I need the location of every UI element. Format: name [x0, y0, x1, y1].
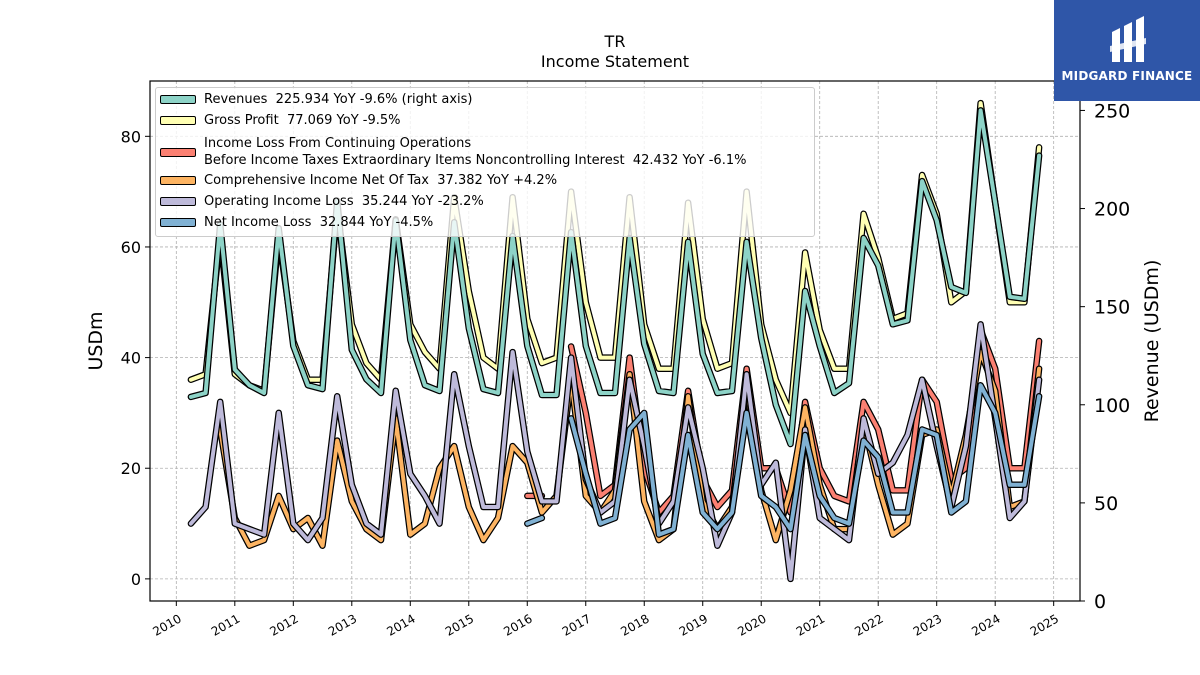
x-tick-label: 2020 [735, 611, 768, 638]
legend-swatch [160, 116, 196, 125]
right-y-tick-label: 50 [1094, 493, 1118, 515]
series-layer [187, 99, 1043, 583]
series-line [188, 108, 1042, 446]
series-line [569, 383, 1042, 537]
logo-mark-icon [1110, 16, 1146, 62]
legend: Revenues 225.934 YoY -9.6% (right axis) G… [155, 87, 815, 237]
right-y-tick-label: 150 [1094, 297, 1130, 319]
x-tick-label: 2011 [209, 611, 242, 638]
left-y-tick-label: 40 [121, 349, 141, 368]
x-tick-label: 2019 [677, 611, 710, 638]
x-tick-label: 2014 [384, 611, 417, 638]
x-tick-label: 2025 [1028, 611, 1061, 638]
x-tick-label: 2010 [150, 611, 183, 638]
plot-frame [149, 80, 1081, 602]
x-tick-label: 2013 [326, 611, 359, 638]
x-tick-label: 2016 [501, 611, 534, 638]
left-y-tick-label: 60 [121, 238, 141, 257]
x-tick-label: 2018 [618, 611, 651, 638]
legend-label: Net Income Loss 32.844 YoY -4.5% [204, 215, 434, 230]
x-tick-label: 2015 [443, 611, 476, 638]
right-y-axis: 0 50 100 150 200 250 [1080, 100, 1130, 613]
left-y-tick-label: 20 [121, 459, 141, 478]
left-y-tick-label: 80 [121, 127, 141, 146]
right-y-tick-label: 250 [1094, 100, 1130, 122]
chart-subtitle: Income Statement [540, 52, 690, 71]
legend-label: Gross Profit 77.069 YoY -9.5% [204, 113, 401, 128]
x-tick-label: 2017 [560, 611, 593, 638]
legend-label: Comprehensive Income Net Of Tax 37.382 Y… [204, 173, 558, 188]
x-tick-label: 2012 [267, 611, 300, 638]
legend-label: Revenues 225.934 YoY -9.6% (right axis) [204, 92, 473, 107]
x-tick-label: 2023 [911, 611, 944, 638]
series-line [218, 350, 1042, 548]
legend-label: Income Loss From Continuing Operations B… [204, 136, 747, 168]
left-y-axis: 0 20 40 60 80 [121, 127, 150, 589]
legend-swatch [160, 218, 196, 227]
x-tick-label: 2022 [852, 611, 885, 638]
right-y-tick-label: 200 [1094, 199, 1130, 221]
legend-swatch [160, 197, 196, 206]
right-axis-label: Revenue (USDm) [1141, 260, 1163, 423]
chart-title: TR [604, 32, 626, 51]
legend-swatch [160, 148, 196, 157]
x-axis: 2010 2011 2012 2013 2014 2015 2016 2017 2018 2019… [150, 601, 1061, 639]
legend-label: Operating Income Loss 35.244 YoY -23.2% [204, 194, 484, 209]
legend-swatch [160, 176, 196, 185]
legend-swatch [160, 95, 196, 104]
left-y-tick-label: 0 [131, 570, 141, 589]
right-y-tick-label: 100 [1094, 395, 1130, 417]
x-tick-label: 2021 [794, 611, 827, 638]
brand-logo: MIDGARD FINANCE [1054, 0, 1200, 101]
right-y-tick-label: 0 [1094, 591, 1106, 613]
x-tick-label: 2024 [969, 611, 1002, 638]
left-axis-label: USDm [85, 311, 107, 370]
logo-text: MIDGARD FINANCE [1061, 69, 1193, 83]
series-line [525, 516, 544, 526]
